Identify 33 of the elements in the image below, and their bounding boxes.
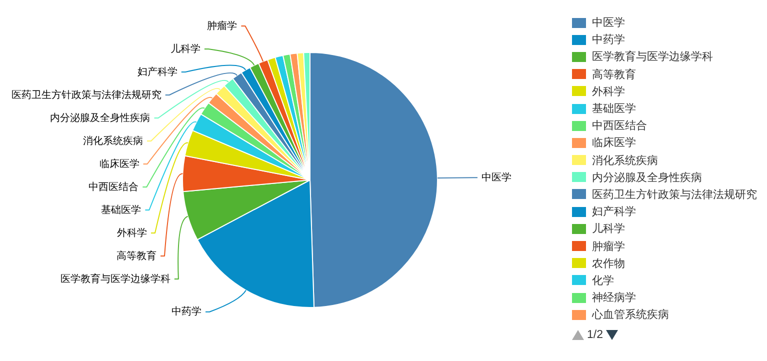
legend-label: 妇产科学 [592, 204, 636, 220]
slice-label: 高等教育 [116, 250, 156, 262]
slice-label: 基础医学 [101, 204, 142, 216]
legend-label: 医药卫生方针政策与法律法规研究 [592, 188, 757, 202]
legend-label: 中西医结合 [592, 119, 647, 134]
legend-label: 消化系统疾病 [592, 154, 658, 168]
slice-label: 医学教育与医学边缘学科 [60, 272, 170, 285]
slice-label: 外科学 [117, 226, 147, 239]
slice-label: 内分泌腺及全身性疾病 [50, 112, 150, 124]
slice-label: 肿瘤学 [207, 20, 238, 32]
slice-label: 中药学 [172, 306, 202, 318]
legend-label: 肿瘤学 [592, 240, 625, 254]
slice-label: 临床医学 [99, 158, 140, 170]
slice-label: 妇产科学 [137, 66, 178, 78]
slice-label: 医药卫生方针政策与法律法规研究 [11, 88, 162, 101]
legend-label: 临床医学 [592, 136, 636, 150]
slice-label: 中医学 [481, 171, 512, 184]
legend-label: 内分泌腺及全身性疾病 [592, 170, 702, 185]
slice-label: 儿科学 [170, 42, 200, 55]
legend-label: 外科学 [592, 84, 625, 99]
legend-label: 神经病学 [592, 291, 636, 306]
legend-label: 医学教育与医学边缘学科 [592, 50, 713, 64]
slice-label: 中西医结合 [88, 180, 139, 193]
legend-label: 中药学 [592, 32, 625, 48]
legend-label: 儿科学 [592, 222, 625, 236]
text: 1/2 [587, 329, 603, 342]
legend-label: 心血管系统疾病 [592, 308, 669, 322]
slice-label: 消化系统疾病 [83, 134, 144, 147]
legend-label: 中医学 [592, 16, 625, 30]
legend-label: 高等教育 [592, 68, 636, 82]
legend-label: 化学 [592, 274, 614, 288]
legend-label: 农作物 [592, 256, 625, 271]
legend-label: 基础医学 [592, 102, 636, 116]
